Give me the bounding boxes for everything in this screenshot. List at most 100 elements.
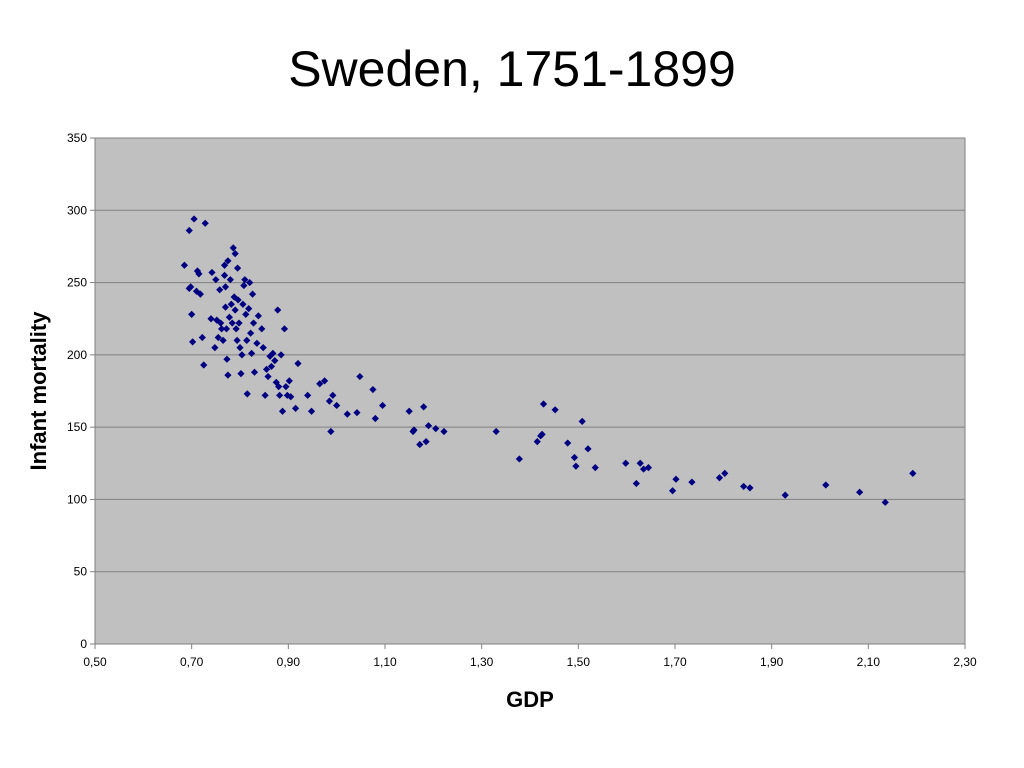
data-point [189, 338, 197, 346]
data-point [201, 219, 209, 227]
data-point [195, 270, 203, 278]
data-point [231, 250, 239, 258]
data-point [278, 407, 287, 415]
plot-background [95, 138, 965, 644]
y-tick-label: 200 [67, 348, 87, 362]
data-point [420, 403, 428, 411]
slide-title: Sweden, 1751-1899 [288, 41, 736, 97]
data-point [231, 306, 239, 314]
data-point [228, 319, 236, 327]
data-point [247, 329, 255, 337]
data-point [277, 351, 285, 359]
data-point [258, 325, 266, 333]
data-point [207, 315, 215, 323]
data-point [216, 286, 224, 294]
data-point [492, 427, 500, 436]
data-point [180, 261, 189, 269]
data-point [285, 377, 293, 385]
data-point [240, 281, 248, 290]
data-point [371, 414, 379, 423]
data-point [551, 406, 559, 414]
data-point [538, 430, 546, 438]
plot-border [94, 137, 966, 645]
data-point [644, 464, 653, 472]
data-point [233, 264, 242, 272]
data-point [881, 498, 889, 506]
data-point [261, 391, 269, 399]
data-point [539, 400, 548, 408]
data-point [196, 290, 204, 298]
data-point [275, 383, 283, 391]
y-tick-label: 0 [80, 637, 87, 651]
data-point [225, 313, 233, 321]
data-point [578, 417, 586, 425]
data-point [307, 407, 316, 415]
data-point [246, 278, 254, 287]
data-point [320, 377, 329, 385]
data-point [378, 401, 387, 410]
data-point [262, 365, 271, 373]
data-point [249, 319, 258, 327]
data-point [287, 393, 295, 401]
data-point [267, 362, 276, 371]
y-tick-label: 100 [67, 492, 87, 506]
data-point [212, 276, 220, 284]
data-point [271, 357, 279, 365]
data-point [200, 361, 208, 369]
data-point [440, 427, 448, 436]
data-point [185, 226, 193, 235]
data-point [405, 407, 413, 415]
data-point [219, 336, 227, 344]
data-point [245, 304, 253, 313]
data-point [572, 462, 580, 470]
data-point [432, 424, 440, 433]
data-point [218, 325, 226, 333]
data-point [254, 312, 262, 320]
data-point [856, 488, 864, 496]
x-axis-title: GDP [506, 687, 554, 712]
data-point [241, 276, 249, 284]
data-point [343, 410, 351, 418]
data-point [208, 268, 216, 277]
data-point [243, 390, 251, 398]
data-point [636, 459, 644, 467]
data-point [280, 325, 289, 333]
data-point [193, 267, 202, 275]
data-point [229, 244, 237, 252]
data-point [236, 344, 244, 352]
data-point [214, 333, 222, 342]
data-point [515, 455, 523, 463]
data-point [416, 440, 424, 449]
data-point [325, 397, 334, 405]
y-tick-label: 350 [67, 131, 87, 145]
data-point [740, 482, 748, 491]
data-point [632, 479, 640, 488]
axes [94, 137, 966, 645]
data-point [304, 391, 312, 399]
plot-area [95, 138, 965, 644]
data-point [591, 464, 599, 472]
x-tick-label: 2,30 [953, 655, 977, 669]
tick-labels: 0 50 100 150 200 250 300 350 0,50 0,70 0,90 1,10 1,3… [67, 131, 977, 669]
y-tick-label: 50 [74, 565, 88, 579]
x-tick-label: 1,90 [760, 655, 784, 669]
data-point [248, 290, 257, 298]
data-point [221, 303, 230, 311]
data-point [639, 465, 648, 473]
data-point [224, 371, 232, 379]
y-tick-label: 150 [67, 420, 87, 434]
data-points [180, 215, 917, 506]
data-point [188, 310, 196, 318]
data-point [715, 474, 724, 482]
data-point [198, 333, 206, 342]
data-point [213, 316, 221, 324]
data-point [746, 484, 754, 492]
data-point [187, 283, 195, 291]
data-point [564, 439, 572, 447]
data-point [584, 445, 592, 453]
data-point [274, 306, 282, 314]
data-point [622, 459, 630, 467]
data-point [233, 336, 241, 344]
data-point [422, 438, 430, 446]
